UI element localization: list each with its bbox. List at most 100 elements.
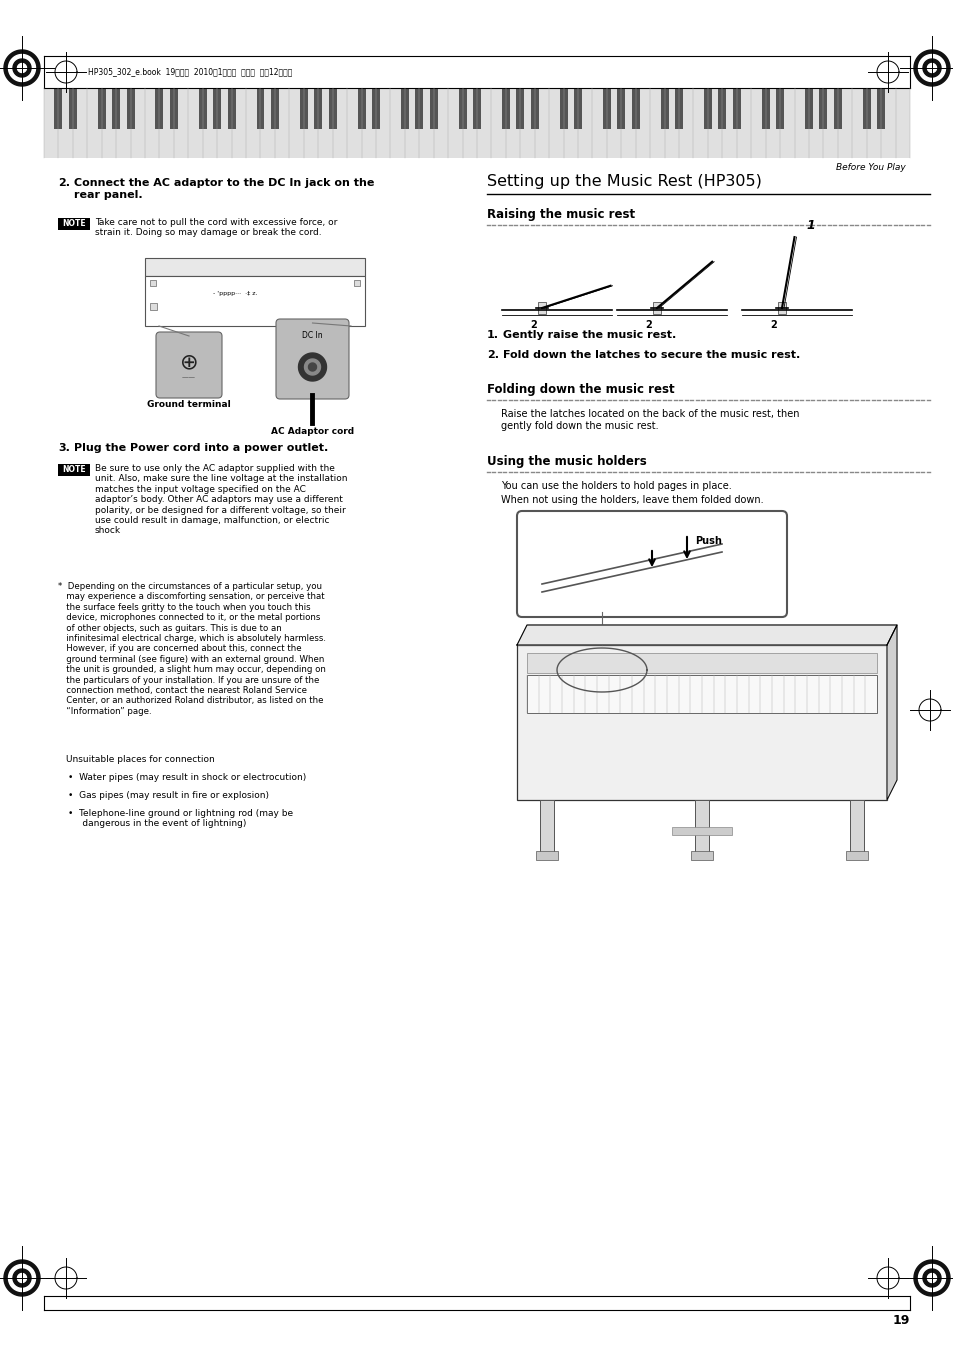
Text: Connect the AC adaptor to the DC In jack on the
rear panel.: Connect the AC adaptor to the DC In jack… [74, 178, 374, 200]
FancyBboxPatch shape [517, 511, 786, 617]
Bar [537, 303, 545, 313]
FancyBboxPatch shape [156, 332, 222, 399]
Text: *  Depending on the circumstances of a particular setup, you
   may experience a: * Depending on the circumstances of a pa… [58, 582, 326, 716]
Text: Push: Push [695, 536, 721, 546]
Text: - 'pppp···  ·‡ z.: - 'pppp··· ·‡ z. [213, 290, 257, 296]
Bar [776, 88, 783, 128]
Bar [516, 88, 524, 128]
Polygon shape [308, 363, 316, 372]
Bar [617, 88, 624, 128]
Text: Fold down the latches to secure the music rest.: Fold down the latches to secure the musi… [502, 350, 800, 359]
Bar [473, 88, 480, 128]
Text: 2.: 2. [58, 178, 70, 188]
Bar [849, 800, 863, 855]
Bar [675, 88, 682, 128]
Bar [690, 851, 712, 861]
Bar [58, 218, 90, 230]
Bar [228, 88, 235, 128]
Text: AC Adaptor cord: AC Adaptor cord [271, 427, 354, 436]
Bar [58, 463, 90, 476]
Text: 2: 2 [770, 320, 777, 330]
Text: NOTE: NOTE [62, 219, 86, 228]
Polygon shape [17, 63, 27, 73]
Bar [559, 88, 567, 128]
Polygon shape [304, 359, 320, 376]
Bar [760, 88, 769, 128]
Bar [213, 88, 221, 128]
Polygon shape [9, 1265, 35, 1292]
Bar [400, 88, 409, 128]
Text: Take care not to pull the cord with excessive force, or
strain it. Doing so may : Take care not to pull the cord with exce… [95, 218, 337, 238]
Text: •  Telephone-line ground or lightning rod (may be
     dangerous in the event of: • Telephone-line ground or lightning rod… [68, 809, 293, 828]
Bar [804, 88, 812, 128]
Text: Raising the music rest: Raising the music rest [486, 208, 635, 222]
Bar [732, 88, 740, 128]
Text: NOTE: NOTE [62, 466, 86, 474]
Bar [660, 88, 668, 128]
Bar [150, 280, 156, 286]
FancyBboxPatch shape [275, 319, 349, 399]
Text: 2: 2 [645, 320, 652, 330]
Text: HP305_302_e.book  19ページ  2010年1月５日  火曜日  午後12時２分: HP305_302_e.book 19ページ 2010年1月５日 火曜日 午後1… [88, 68, 292, 77]
Bar [145, 258, 365, 276]
Bar [876, 88, 884, 128]
Polygon shape [13, 59, 30, 77]
Polygon shape [923, 1269, 940, 1288]
Bar [198, 88, 207, 128]
Polygon shape [4, 50, 40, 86]
Bar [415, 88, 423, 128]
Text: Plug the Power cord into a power outlet.: Plug the Power cord into a power outlet. [74, 443, 328, 453]
Text: Unsuitable places for connection: Unsuitable places for connection [66, 755, 214, 765]
Bar [845, 851, 867, 861]
Bar [97, 88, 106, 128]
Polygon shape [517, 626, 896, 644]
Bar [314, 88, 322, 128]
Polygon shape [9, 54, 35, 81]
Text: 2.: 2. [486, 350, 498, 359]
Text: 1: 1 [805, 219, 815, 232]
Text: Using the music holders: Using the music holders [486, 455, 646, 467]
Text: ——: —— [182, 374, 195, 380]
Polygon shape [913, 50, 949, 86]
Bar [703, 88, 711, 128]
Bar [862, 88, 870, 128]
Bar [112, 88, 120, 128]
Polygon shape [918, 54, 944, 81]
Bar [329, 88, 336, 128]
Polygon shape [298, 353, 326, 381]
Bar [631, 88, 639, 128]
Bar [170, 88, 177, 128]
Bar [145, 276, 365, 326]
Polygon shape [923, 59, 940, 77]
Bar [299, 88, 308, 128]
Text: Gently raise the music rest.: Gently raise the music rest. [502, 330, 676, 340]
Bar [54, 88, 62, 128]
Bar [372, 88, 379, 128]
Bar [574, 88, 581, 128]
Text: ⊕: ⊕ [179, 353, 198, 372]
Text: •  Gas pipes (may result in fire or explosion): • Gas pipes (may result in fire or explo… [68, 790, 269, 800]
Polygon shape [913, 1260, 949, 1296]
Bar [127, 88, 134, 128]
Bar [695, 800, 708, 855]
Bar [429, 88, 437, 128]
Text: •  Water pipes (may result in shock or electrocution): • Water pipes (may result in shock or el… [68, 773, 306, 782]
Text: Folding down the music rest: Folding down the music rest [486, 382, 674, 396]
Bar [458, 88, 466, 128]
Polygon shape [926, 1274, 936, 1282]
Bar [517, 644, 886, 800]
Bar [44, 88, 909, 158]
Text: 3.: 3. [58, 443, 70, 453]
Bar [155, 88, 163, 128]
Bar [69, 88, 77, 128]
Bar [526, 676, 876, 713]
Bar [271, 88, 278, 128]
Text: Ground terminal: Ground terminal [147, 400, 231, 409]
Bar [819, 88, 826, 128]
Bar [536, 851, 558, 861]
Text: 2: 2 [530, 320, 537, 330]
Bar [357, 88, 365, 128]
Text: Be sure to use only the AC adaptor supplied with the
unit. Also, make sure the l: Be sure to use only the AC adaptor suppl… [95, 463, 347, 535]
Polygon shape [13, 1269, 30, 1288]
Text: When not using the holders, leave them folded down.: When not using the holders, leave them f… [500, 494, 762, 505]
